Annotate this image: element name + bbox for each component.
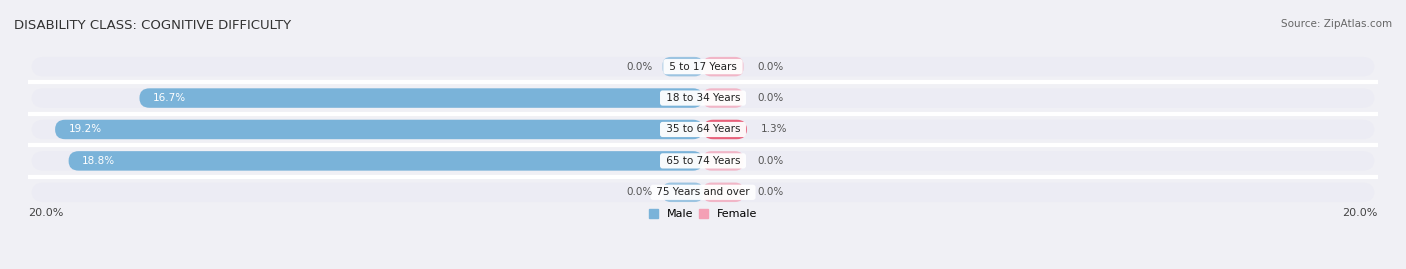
FancyBboxPatch shape [662,183,703,202]
Text: 0.0%: 0.0% [756,62,783,72]
Legend: Male, Female: Male, Female [644,205,762,224]
FancyBboxPatch shape [703,151,744,171]
FancyBboxPatch shape [31,183,1375,202]
FancyBboxPatch shape [703,120,747,139]
FancyBboxPatch shape [31,57,1375,76]
Text: 20.0%: 20.0% [28,208,63,218]
Text: 1.3%: 1.3% [761,125,787,134]
Text: 0.0%: 0.0% [626,187,652,197]
Text: 5 to 17 Years: 5 to 17 Years [666,62,740,72]
Text: 18 to 34 Years: 18 to 34 Years [662,93,744,103]
Text: 0.0%: 0.0% [756,156,783,166]
Text: 0.0%: 0.0% [756,93,783,103]
Text: 0.0%: 0.0% [626,62,652,72]
FancyBboxPatch shape [662,57,703,76]
Text: 20.0%: 20.0% [1343,208,1378,218]
Text: 35 to 64 Years: 35 to 64 Years [662,125,744,134]
FancyBboxPatch shape [55,120,703,139]
Text: 65 to 74 Years: 65 to 74 Years [662,156,744,166]
FancyBboxPatch shape [31,151,1375,171]
FancyBboxPatch shape [31,120,1375,139]
Text: DISABILITY CLASS: COGNITIVE DIFFICULTY: DISABILITY CLASS: COGNITIVE DIFFICULTY [14,19,291,32]
Text: 75 Years and over: 75 Years and over [652,187,754,197]
Text: 0.0%: 0.0% [756,187,783,197]
FancyBboxPatch shape [703,57,744,76]
FancyBboxPatch shape [69,151,703,171]
FancyBboxPatch shape [703,88,744,108]
FancyBboxPatch shape [31,88,1375,108]
Text: Source: ZipAtlas.com: Source: ZipAtlas.com [1281,19,1392,29]
Text: 18.8%: 18.8% [82,156,115,166]
Text: 19.2%: 19.2% [69,125,101,134]
FancyBboxPatch shape [703,183,744,202]
FancyBboxPatch shape [139,88,703,108]
Text: 16.7%: 16.7% [153,93,186,103]
